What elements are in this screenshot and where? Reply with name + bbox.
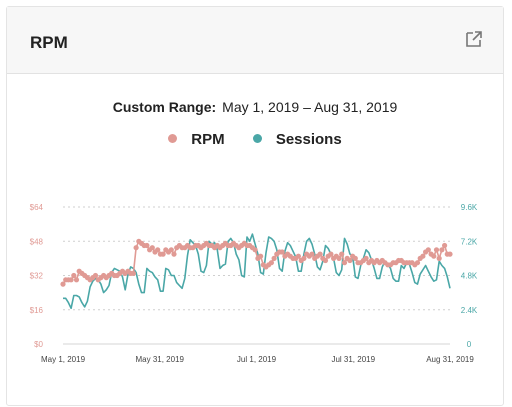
data-point-rpm <box>322 257 329 264</box>
data-point-rpm <box>279 249 285 255</box>
data-point-rpm <box>168 247 174 253</box>
legend-sessions-label: Sessions <box>275 131 342 148</box>
legend-sessions-swatch <box>252 134 262 143</box>
legend-rpm-label: RPM <box>191 131 225 148</box>
x-tick-label: Jul 31, 2019 <box>331 355 375 364</box>
data-point-rpm <box>68 277 74 283</box>
y-right-tick-label: 4.8K <box>461 272 478 281</box>
y-right-tick-label: 0 <box>467 340 472 349</box>
y-right-tick-label: 2.4K <box>461 306 478 315</box>
x-tick-label: May 31, 2019 <box>136 355 185 364</box>
data-point-rpm <box>420 253 426 259</box>
data-point-rpm <box>414 260 421 266</box>
data-point-rpm <box>442 242 448 249</box>
rpm-card: RPM Custom Range: May 1, 2019 – Aug 31, 2… <box>6 6 504 406</box>
data-point-rpm <box>317 251 323 257</box>
data-point-rpm <box>341 260 348 266</box>
data-point-rpm <box>447 251 453 257</box>
legend-item-rpm[interactable]: RPM <box>168 131 225 148</box>
data-point-rpm <box>130 270 136 276</box>
date-range-value: May 1, 2019 – Aug 31, 2019 <box>222 99 398 115</box>
external-link-icon[interactable] <box>465 30 483 48</box>
data-point-rpm <box>352 255 358 261</box>
y-left-tick-label: $0 <box>34 340 43 349</box>
x-tick-label: Aug 31, 2019 <box>426 355 474 364</box>
data-point-rpm <box>439 247 445 253</box>
data-point-rpm <box>60 281 66 287</box>
data-point-rpm <box>433 247 440 253</box>
data-point-rpm <box>144 242 150 249</box>
data-point-rpm <box>252 247 258 253</box>
series-rpm <box>60 238 453 287</box>
date-range: Custom Range: May 1, 2019 – Aug 31, 2019 <box>7 99 503 115</box>
y-left-tick-label: $64 <box>30 203 44 212</box>
card-header: RPM <box>7 7 503 74</box>
data-point-rpm <box>328 251 334 257</box>
data-point-rpm <box>436 255 442 261</box>
legend-item-sessions[interactable]: Sessions <box>252 131 342 148</box>
data-point-rpm <box>295 253 301 259</box>
y-left-tick-label: $16 <box>30 306 44 315</box>
date-range-label: Custom Range: <box>112 99 217 115</box>
x-tick-label: Jul 1, 2019 <box>237 355 277 364</box>
chart-legend: RPM Sessions <box>7 131 503 148</box>
data-point-rpm <box>271 255 277 261</box>
data-point-rpm <box>309 251 315 257</box>
data-point-rpm <box>339 251 345 257</box>
data-point-rpm <box>149 245 155 251</box>
data-point-rpm <box>73 277 80 283</box>
legend-rpm-swatch <box>168 134 178 143</box>
data-point-rpm <box>133 245 139 251</box>
y-right-tick-label: 7.2K <box>461 237 478 246</box>
data-point-rpm <box>71 272 77 279</box>
y-right-tick-label: 9.6K <box>461 203 478 212</box>
data-point-rpm <box>425 247 431 253</box>
data-point-rpm <box>171 251 177 257</box>
data-point-rpm <box>160 251 166 257</box>
data-point-rpm <box>268 260 274 266</box>
data-point-rpm <box>92 272 99 279</box>
card-title: RPM <box>30 33 68 52</box>
data-point-rpm <box>258 253 264 259</box>
rpm-sessions-chart: $0 0 $16 2.4K $32 4.8K $48 7.2K $64 9.6K May 1, 20… <box>30 203 478 364</box>
y-left-tick-label: $48 <box>30 237 44 246</box>
x-tick-label: May 1, 2019 <box>41 355 86 364</box>
data-point-rpm <box>347 257 353 264</box>
y-left-tick-label: $32 <box>30 272 44 281</box>
data-point-rpm <box>301 255 307 261</box>
data-point-rpm <box>336 255 342 261</box>
data-point-rpm <box>431 253 437 259</box>
data-point-rpm <box>155 247 161 253</box>
data-point-rpm <box>363 255 369 261</box>
